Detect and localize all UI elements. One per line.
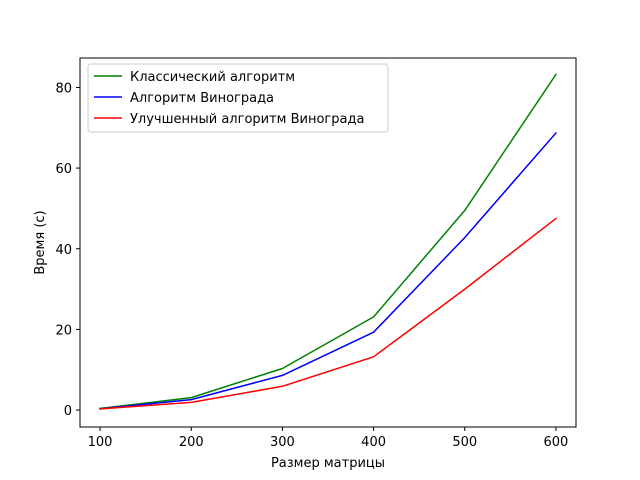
plot-area: [99, 73, 557, 410]
x-tick-label: 300: [270, 435, 295, 450]
y-axis-title: Время (с): [33, 210, 48, 274]
legend-box: [87, 63, 389, 133]
y-tick-label: 60: [55, 162, 72, 177]
legend-label-2: Алгоритм Винограда: [130, 91, 274, 106]
x-axis-title: Размер матрицы: [271, 456, 385, 471]
legend-label-3: Улучшенный алгоритм Винограда: [130, 112, 364, 127]
x-tick-label: 200: [179, 435, 204, 450]
y-tick-label: 80: [55, 81, 72, 96]
y-tick-label: 0: [64, 404, 72, 419]
legend-label-1: Классический алгоритм: [130, 70, 295, 85]
legend: Классический алгоритм Алгоритм Винограда У…: [87, 63, 389, 133]
series-line-3: [99, 217, 557, 410]
y-tick-label: 20: [55, 323, 72, 338]
x-tick-label: 400: [361, 435, 386, 450]
x-tick-label: 500: [452, 435, 477, 450]
series-line-2: [99, 131, 557, 410]
x-tick-label: 600: [544, 435, 569, 450]
x-tick-label: 100: [88, 435, 113, 450]
y-tick-label: 40: [55, 243, 72, 258]
series-line-1: [99, 73, 557, 410]
axes-frame: [79, 57, 577, 428]
axis-ticks: 100 200 300 400 500 600 0 20 40 60 80: [55, 81, 568, 450]
